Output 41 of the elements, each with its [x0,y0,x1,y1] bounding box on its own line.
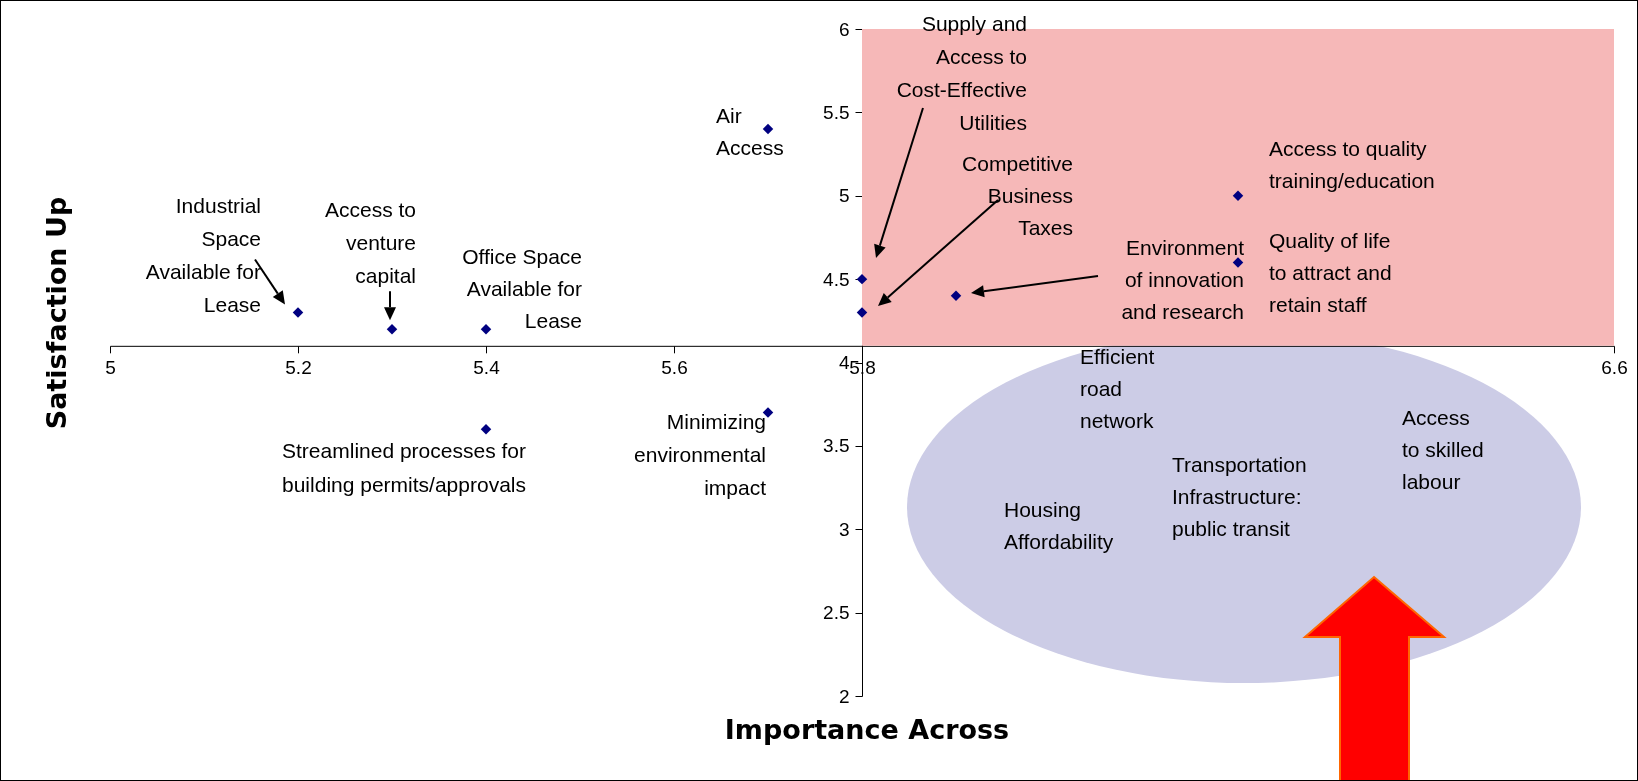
x-axis-title: Importance Across [724,714,1010,745]
y-tick-label: 3 [838,518,850,540]
annotation: Transportation Infrastructure: public transit [1172,453,1307,540]
x-tick-label: 6.6 [1601,357,1628,379]
annotation: Streamlined processes for building permits/approvals [282,439,526,497]
point [386,323,398,335]
annotation: Environment of innovation and research [1121,236,1245,323]
x-tick-label: 5.6 [661,357,688,379]
point [950,290,962,302]
annotation: Air Access [716,104,784,160]
point [292,307,304,318]
annotation: Access to venture capital [324,198,416,288]
annotation: Supply and Access to Cost-Effective Utilities [896,12,1027,134]
y-axis-title: Satisfaction Up [41,196,72,430]
y-tick-label: 5.5 [823,101,850,123]
point [480,423,492,435]
y-tick-label: 4 [838,352,850,373]
x-tick-label: 5 [105,357,116,379]
point [480,323,492,335]
point [1232,257,1244,268]
annotation: Office Space Available for Lease [462,245,582,333]
y-tick-label: 2.5 [823,602,850,624]
annotation: Access to skilled labour [1402,406,1484,493]
y-tick-label: 6 [838,18,850,40]
point [856,273,868,285]
x-tick-label: 5.2 [285,357,312,379]
annotation: Access to quality training/education [1269,136,1435,192]
y-tick-label: 5 [838,185,850,207]
annotation: Housing Affordability [1004,498,1114,553]
y-tick-label: 2 [838,685,850,707]
annotation: Competitive Business Taxes [962,152,1073,239]
y-tick-label: 4.5 [823,268,850,290]
point [856,307,868,318]
x-tick-label: 5.4 [473,357,501,379]
annotation: Efficient road network [1080,345,1155,432]
point [1232,190,1244,201]
annotation: Quality of life to attract and retain staff [1269,229,1392,317]
y-tick-label: 3.5 [823,435,850,457]
annotation: Minimizing environmental impact [634,409,767,499]
point [762,123,774,135]
annotation: Industrial Space Available for Lease [145,194,261,317]
